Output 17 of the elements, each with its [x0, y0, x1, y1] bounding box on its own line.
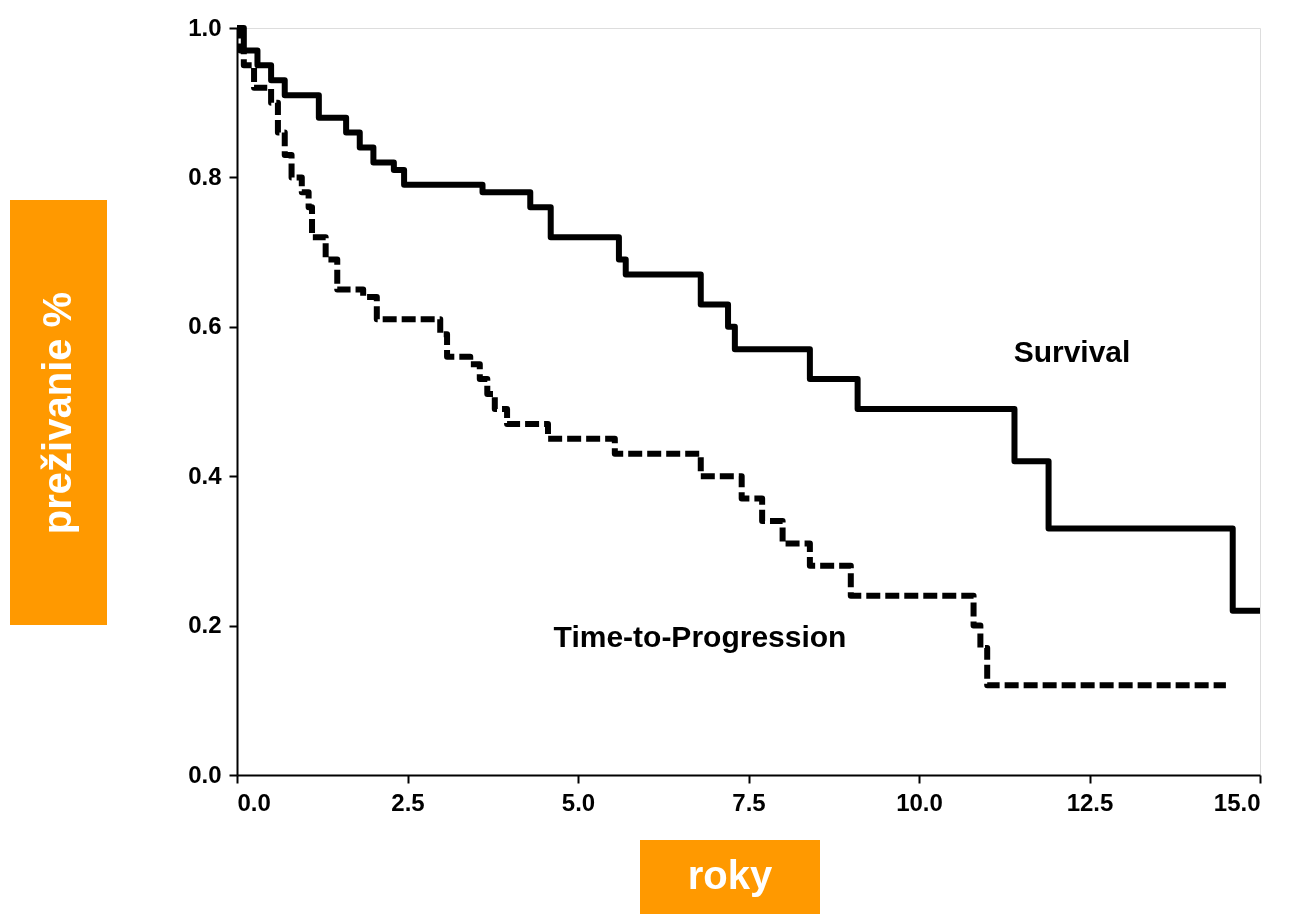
- y-tick-label: 1.0: [188, 13, 222, 41]
- x-tick-label: 7.5: [732, 788, 766, 816]
- y-tick-label: 0.2: [188, 611, 222, 639]
- y-tick-label: 0.8: [188, 162, 222, 190]
- x-tick-label: 12.5: [1066, 788, 1114, 816]
- y-axis-title: preživanie %: [35, 291, 79, 535]
- y-tick-label: 0.6: [188, 312, 222, 340]
- x-tick-label: 5.0: [561, 788, 596, 816]
- y-tick-label: 0.4: [188, 461, 223, 489]
- series-label: Survival: [1013, 335, 1131, 368]
- x-tick-label: 15.0: [1213, 788, 1261, 816]
- x-tick-label: 0.0: [237, 788, 271, 816]
- x-tick-label: 2.5: [391, 788, 425, 816]
- series-label: Time-to-Progression: [553, 620, 847, 653]
- y-tick-label: 0.0: [188, 760, 222, 788]
- x-axis-title: roky: [687, 853, 773, 897]
- x-tick-label: 10.0: [896, 788, 943, 816]
